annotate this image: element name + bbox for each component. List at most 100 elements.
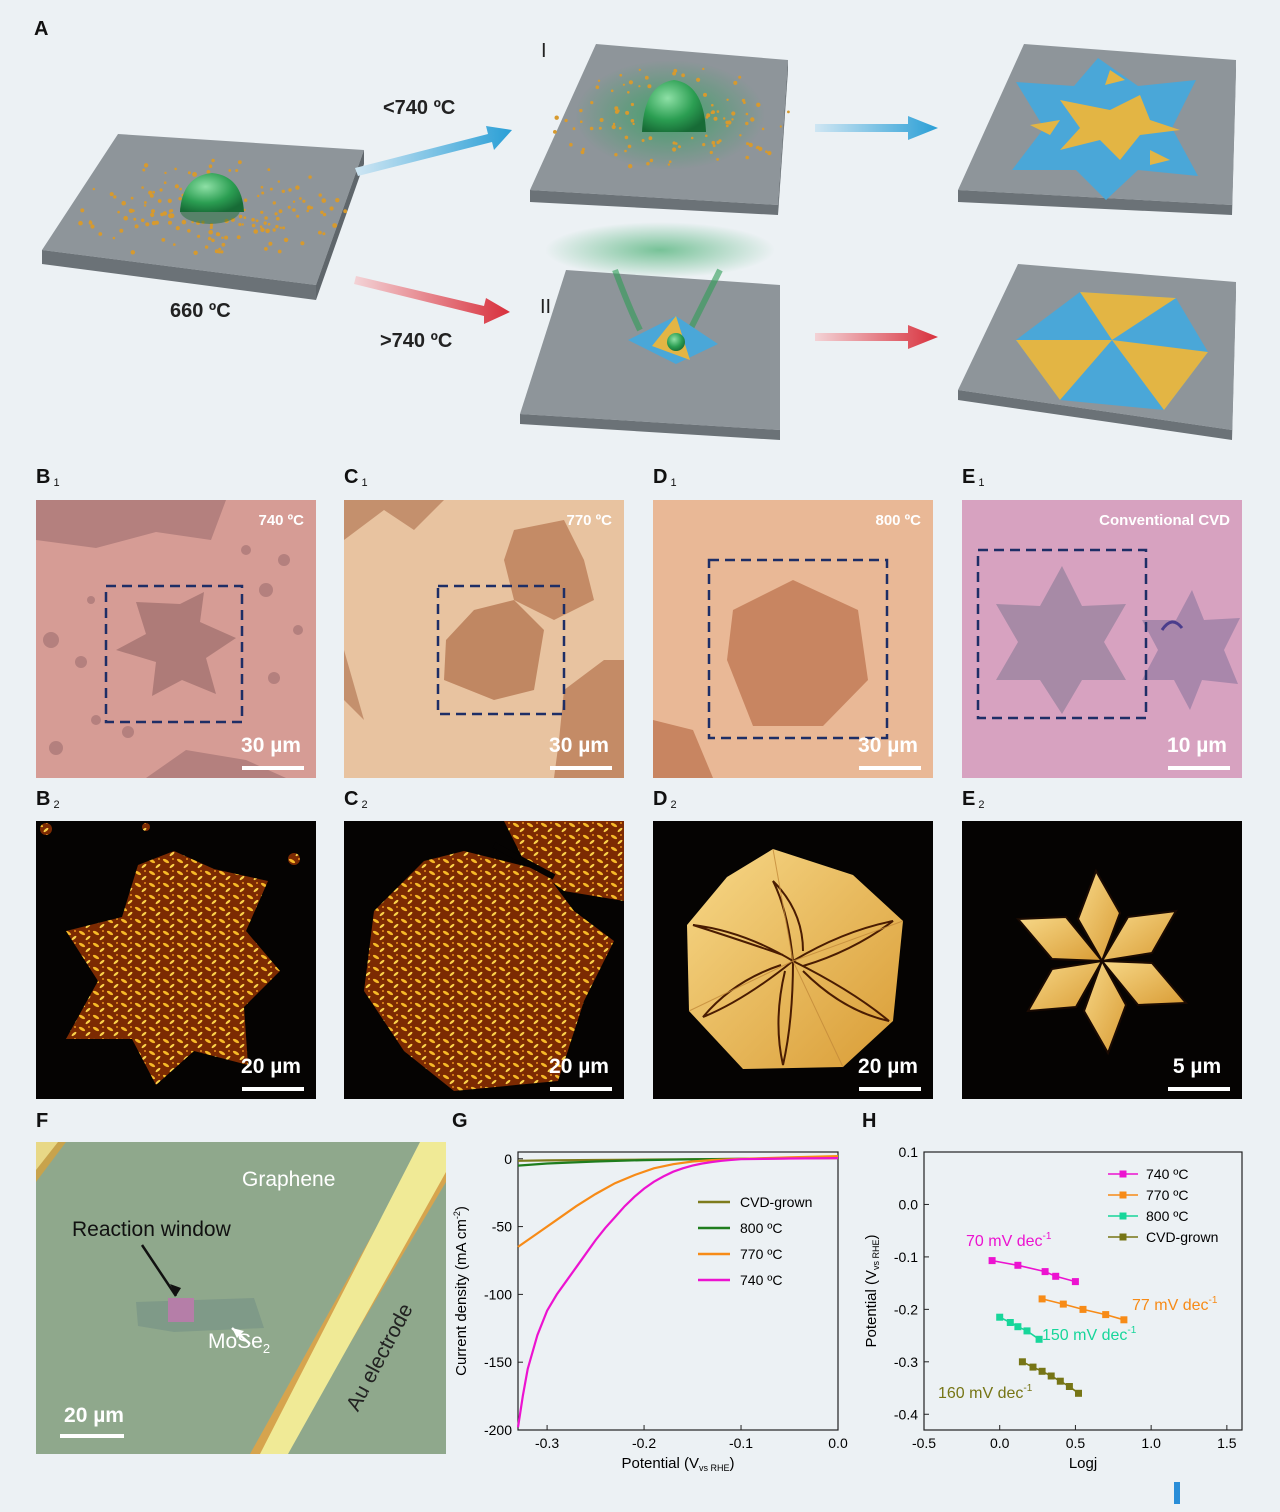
- nanoparticle: [638, 68, 641, 71]
- legend-label-g: CVD-grown: [740, 1194, 812, 1210]
- nanoparticle: [630, 102, 635, 107]
- nanoparticle: [277, 249, 282, 254]
- nanoparticle: [276, 216, 280, 221]
- nanoparticle: [157, 199, 162, 203]
- nanoparticle: [307, 205, 312, 210]
- nanoparticle: [282, 226, 286, 230]
- nanoparticle: [758, 146, 763, 151]
- nanoparticle: [672, 147, 677, 152]
- nanoparticle: [238, 222, 242, 227]
- nanoparticle: [569, 142, 573, 147]
- nanoparticle: [92, 187, 96, 191]
- nanoparticle: [197, 234, 201, 238]
- nanoparticle: [321, 198, 327, 203]
- y-tick-label-g: -150: [484, 1354, 512, 1370]
- nanoparticle: [287, 205, 291, 209]
- nanoparticle: [98, 232, 103, 236]
- nanoparticle: [235, 169, 239, 172]
- scalebar-b1: [242, 766, 304, 770]
- nanoparticle: [260, 210, 264, 214]
- nanoparticle: [718, 139, 722, 143]
- nanoparticle: [143, 163, 149, 168]
- nanoparticle: [310, 206, 314, 210]
- nanoparticle: [767, 151, 772, 156]
- nanoparticle: [723, 117, 726, 120]
- data-point-h: [1047, 1372, 1055, 1380]
- nanoparticle: [211, 238, 215, 243]
- x-tick-label-h: 0.5: [1066, 1435, 1086, 1451]
- nanoparticle: [89, 220, 92, 223]
- panel-label-g: G: [452, 1110, 468, 1132]
- nanoparticle: [119, 228, 124, 233]
- substrate-result-i: [958, 44, 1236, 215]
- nanoparticle: [214, 249, 219, 254]
- data-point-h: [1102, 1311, 1110, 1319]
- high-condition-label: >740 ºC: [380, 330, 453, 352]
- nanoparticle: [193, 250, 198, 255]
- label-mose2: MoSe2: [208, 1330, 271, 1357]
- nanoparticle: [731, 111, 736, 116]
- nanoparticle: [712, 144, 716, 148]
- data-point-h: [1035, 1335, 1043, 1343]
- nanoparticle: [204, 245, 209, 249]
- nanoparticle: [243, 198, 248, 202]
- nanoparticle: [263, 221, 267, 225]
- nanoparticle: [322, 212, 327, 217]
- x-tick-label-h: 1.0: [1141, 1435, 1161, 1451]
- data-point-h: [1006, 1319, 1014, 1326]
- nanoparticle: [308, 175, 312, 179]
- nanoparticle: [681, 73, 685, 78]
- y-tick-label-h: -0.2: [894, 1301, 918, 1317]
- nanoparticle: [275, 224, 279, 229]
- nanoparticle: [690, 136, 694, 140]
- temp-d1: 800 ºC: [875, 512, 921, 529]
- path-i-label: I: [541, 40, 547, 62]
- x-axis-label-g: Potential (Vvs RHE): [621, 1455, 734, 1473]
- arrow-high-temp: [354, 276, 510, 324]
- data-point-h: [1014, 1323, 1022, 1331]
- slope-annotation-h: 150 mV dec-1: [1042, 1325, 1137, 1344]
- nanoparticle: [733, 80, 738, 85]
- nanoparticle: [257, 194, 260, 198]
- nanoparticle: [192, 172, 198, 177]
- nanoparticle: [144, 201, 147, 204]
- data-point-h: [1041, 1268, 1049, 1276]
- arrow-i-out: [815, 116, 938, 140]
- data-point-h: [1079, 1305, 1087, 1313]
- nanoparticle: [750, 117, 755, 122]
- y-tick-label-h: 0.0: [899, 1196, 919, 1212]
- nanoparticle: [709, 150, 713, 155]
- nanoparticle: [169, 213, 175, 219]
- data-point-h: [1056, 1377, 1064, 1385]
- legend-marker-h: [1119, 1233, 1127, 1241]
- nanoparticle: [133, 217, 137, 221]
- nanoparticle: [726, 98, 729, 102]
- nanoparticle: [727, 120, 732, 125]
- nanoparticle: [628, 164, 633, 169]
- substrate-result-ii: [958, 264, 1236, 440]
- nanoparticle: [207, 236, 212, 241]
- nanoparticle: [300, 241, 305, 246]
- nanoparticle: [253, 229, 258, 234]
- scale-e1: 10 µm: [1167, 734, 1227, 757]
- nanoparticle: [123, 215, 128, 221]
- nanoparticle: [130, 250, 135, 255]
- nanoparticle: [580, 150, 585, 155]
- nanoparticle: [168, 220, 172, 225]
- y-tick-label-g: -100: [484, 1286, 512, 1302]
- nanoparticle: [731, 118, 734, 121]
- nanoparticle: [128, 208, 133, 213]
- micrograph-b1: 740 ºC 30 µm: [36, 500, 316, 778]
- nanoparticle: [187, 229, 191, 233]
- chart-g: -0.3 -0.2 -0.1 0.0 0 -50 -100 -150 -200 Potential…: [452, 1151, 848, 1473]
- nanoparticle: [673, 68, 678, 73]
- nanoparticle: [121, 200, 126, 206]
- nanoparticle: [579, 108, 583, 113]
- scale-c1: 30 µm: [549, 734, 609, 757]
- nanoparticle: [622, 83, 626, 86]
- nanoparticle: [152, 190, 155, 194]
- nanoparticle: [220, 250, 224, 254]
- nanoparticle: [597, 79, 601, 83]
